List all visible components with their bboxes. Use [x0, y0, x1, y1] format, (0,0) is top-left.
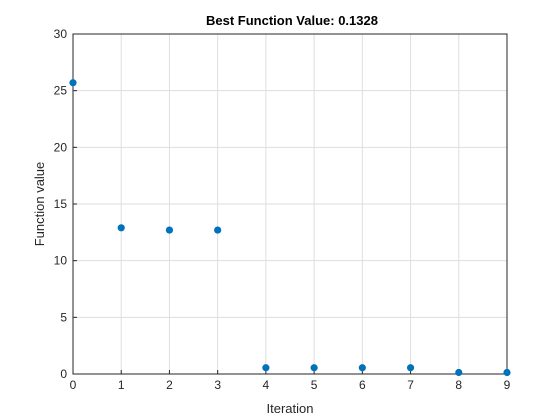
- x-tick-label: 1: [118, 378, 125, 392]
- x-tick-label: 9: [504, 378, 511, 392]
- y-tick-label: 0: [60, 367, 67, 381]
- data-point: [262, 364, 270, 372]
- chart-title: Best Function Value: 0.1328: [206, 13, 378, 28]
- data-point: [406, 364, 415, 372]
- grid: [72, 33, 508, 375]
- x-tick-label: 7: [407, 378, 414, 392]
- x-tick-label: 2: [166, 378, 173, 392]
- y-axis-label: Function value: [32, 162, 47, 247]
- x-tick-label: 6: [359, 378, 366, 392]
- y-tick-label: 25: [54, 84, 68, 98]
- x-tick-label: 0: [70, 378, 77, 392]
- y-tick-label: 20: [54, 140, 68, 154]
- y-tick-label: 15: [54, 197, 68, 211]
- x-tick-label: 5: [311, 378, 318, 392]
- data-point: [214, 226, 222, 234]
- x-axis-label: Iteration: [267, 401, 314, 416]
- y-tick-label: 5: [60, 310, 67, 324]
- data-points: [69, 79, 511, 377]
- x-tick-label: 3: [214, 378, 221, 392]
- y-tick-label: 30: [54, 27, 68, 41]
- tick-labels: 0 1 2 3 4 5 6 7 8 9 0 5 10 15 20 25 30: [54, 27, 511, 392]
- data-point: [503, 368, 511, 377]
- x-tick-label: 4: [263, 378, 270, 392]
- data-point: [69, 79, 77, 87]
- data-point: [358, 364, 366, 372]
- data-point: [455, 368, 463, 377]
- data-point: [310, 364, 318, 372]
- data-point: [165, 226, 174, 234]
- x-tick-label: 8: [455, 378, 462, 392]
- data-point: [117, 224, 125, 232]
- y-tick-label: 10: [54, 254, 68, 268]
